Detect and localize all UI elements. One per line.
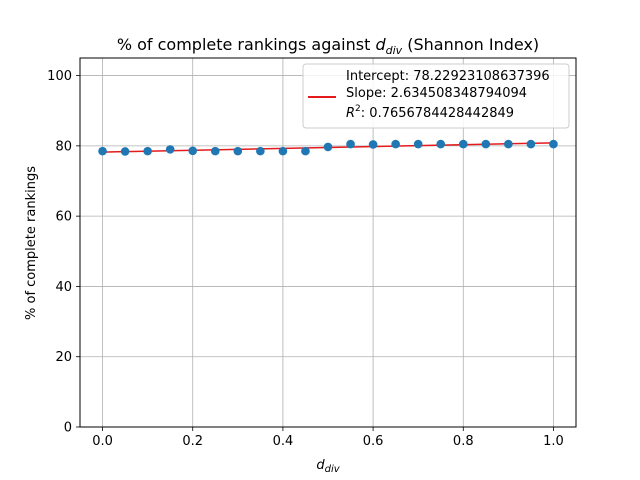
y-axis-ticks: 0 20 40 60 80 100 [47,69,80,436]
data-point [458,139,468,149]
y-tick-label: 100 [47,69,72,84]
x-tick-label: 0.0 [92,434,113,449]
legend-box [302,63,570,129]
title-main: % of complete rankings against [117,35,376,54]
title-var: d [375,35,386,54]
x-tick-label: 1.0 [543,434,564,449]
data-point [481,139,491,149]
legend-intercept: Intercept: 78.22923108637396 [346,69,550,84]
x-tick-label: 0.4 [273,434,294,449]
title-var-sub: div [386,44,403,57]
data-point [143,146,152,156]
data-point [526,139,536,149]
y-tick-label: 40 [55,280,72,295]
data-point [368,140,378,149]
data-point [323,142,333,152]
data-point [256,146,265,156]
data-point [210,146,220,156]
y-tick-label: 0 [64,421,72,436]
data-point [278,146,288,156]
data-point [165,145,175,154]
chart-title: % of complete rankings against ddiv (Sha… [117,35,539,57]
plot-frame [79,57,577,428]
x-tick-label: 0.6 [363,434,384,449]
legend: Intercept: 78.22923108637396 Slope: 2.63… [302,63,570,129]
x-tick-label: 0.8 [453,434,474,449]
data-point [436,139,446,149]
x-axis-label-main: d [316,458,325,473]
data-point [301,146,310,156]
data-point [233,146,243,156]
data-point [549,139,558,149]
x-axis-label-sub: div [325,464,341,475]
y-tick-label: 60 [55,210,72,225]
data-point [346,139,355,149]
data-point [413,139,423,149]
data-point [120,147,130,156]
legend-slope: Slope: 2.634508348794094 [346,86,527,101]
y-axis-label: % of complete rankings [24,166,39,320]
data-point [391,139,400,149]
x-axis-label: ddiv [316,458,340,475]
title-suffix: (Shannon Index) [402,35,539,54]
legend-r2-value: : 0.7656784428442849 [361,106,514,121]
scatter-points [98,139,558,156]
data-point [98,146,107,156]
legend-r2: R2: 0.7656784428442849 [346,104,514,121]
x-axis-ticks: 0.0 0.2 0.4 0.6 0.8 1.0 [92,427,564,449]
legend-r2-prefix: R [346,106,355,121]
y-tick-label: 20 [55,350,72,365]
legend-r2-sup: 2 [355,104,361,114]
x-tick-label: 0.2 [182,434,203,449]
data-point [188,146,198,156]
data-point [504,139,513,149]
y-tick-label: 80 [55,139,72,154]
